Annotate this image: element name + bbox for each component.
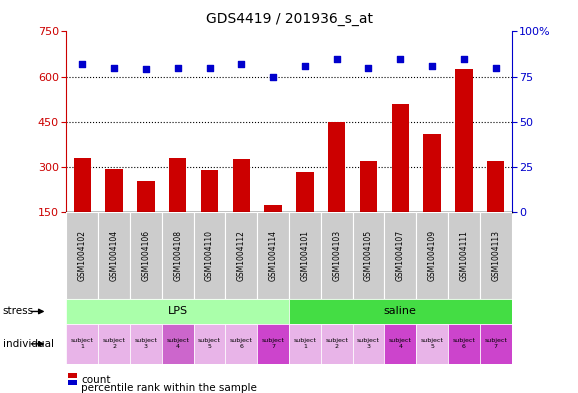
Bar xyxy=(162,212,194,299)
Bar xyxy=(353,324,384,364)
Text: GSM1004104: GSM1004104 xyxy=(110,230,118,281)
Bar xyxy=(353,212,384,299)
Text: GSM1004105: GSM1004105 xyxy=(364,230,373,281)
Text: GSM1004108: GSM1004108 xyxy=(173,230,182,281)
Bar xyxy=(66,324,98,364)
Text: GSM1004102: GSM1004102 xyxy=(78,230,87,281)
Bar xyxy=(416,324,448,364)
Bar xyxy=(73,158,91,212)
Bar xyxy=(391,104,409,212)
Bar xyxy=(487,161,505,212)
Bar xyxy=(194,324,225,364)
Bar xyxy=(448,324,480,364)
Bar xyxy=(137,180,155,212)
Text: percentile rank within the sample: percentile rank within the sample xyxy=(81,383,257,393)
Point xyxy=(110,64,119,71)
Text: GSM1004113: GSM1004113 xyxy=(491,230,500,281)
Text: subject
3: subject 3 xyxy=(357,338,380,349)
Text: subject
1: subject 1 xyxy=(294,338,316,349)
Bar xyxy=(225,324,257,364)
Text: GSM1004110: GSM1004110 xyxy=(205,230,214,281)
Bar xyxy=(416,212,448,299)
Bar xyxy=(162,324,194,364)
Text: subject
1: subject 1 xyxy=(71,338,94,349)
Bar xyxy=(130,212,162,299)
Point xyxy=(460,55,469,62)
Bar xyxy=(423,134,441,212)
Bar xyxy=(66,212,98,299)
Bar xyxy=(289,324,321,364)
Bar xyxy=(264,205,282,212)
Point xyxy=(301,62,310,69)
Point xyxy=(428,62,437,69)
Text: GDS4419 / 201936_s_at: GDS4419 / 201936_s_at xyxy=(206,12,372,26)
Bar xyxy=(98,212,130,299)
Point xyxy=(332,55,341,62)
Point xyxy=(396,55,405,62)
Bar xyxy=(321,212,353,299)
Bar xyxy=(194,212,225,299)
Bar xyxy=(98,324,130,364)
Bar xyxy=(455,69,473,212)
Bar xyxy=(289,299,512,324)
Text: subject
6: subject 6 xyxy=(230,338,253,349)
Bar xyxy=(257,212,289,299)
Bar xyxy=(169,158,187,212)
Point xyxy=(173,64,183,71)
Text: GSM1004112: GSM1004112 xyxy=(237,230,246,281)
Bar xyxy=(448,212,480,299)
Bar xyxy=(105,169,123,212)
Bar xyxy=(201,170,218,212)
Point xyxy=(268,73,278,80)
Text: subject
6: subject 6 xyxy=(453,338,475,349)
Bar xyxy=(328,122,346,212)
Text: GSM1004111: GSM1004111 xyxy=(460,230,468,281)
Text: LPS: LPS xyxy=(168,307,188,316)
Text: subject
3: subject 3 xyxy=(135,338,157,349)
Text: subject
4: subject 4 xyxy=(389,338,412,349)
Point xyxy=(237,61,246,67)
Text: count: count xyxy=(81,375,110,385)
Bar xyxy=(232,160,250,212)
Bar xyxy=(480,212,512,299)
Bar xyxy=(66,299,289,324)
Point xyxy=(141,66,150,73)
Text: subject
2: subject 2 xyxy=(103,338,125,349)
Point xyxy=(491,64,501,71)
Text: GSM1004109: GSM1004109 xyxy=(428,230,436,281)
Point xyxy=(77,61,87,67)
Bar xyxy=(360,161,377,212)
Text: GSM1004101: GSM1004101 xyxy=(301,230,309,281)
Bar xyxy=(130,324,162,364)
Bar xyxy=(289,212,321,299)
Bar xyxy=(296,171,314,212)
Point xyxy=(205,64,214,71)
Text: subject
7: subject 7 xyxy=(484,338,507,349)
Text: subject
2: subject 2 xyxy=(325,338,348,349)
Text: saline: saline xyxy=(384,307,417,316)
Bar xyxy=(384,212,416,299)
Text: subject
5: subject 5 xyxy=(421,338,443,349)
Text: GSM1004114: GSM1004114 xyxy=(269,230,277,281)
Bar xyxy=(225,212,257,299)
Bar xyxy=(384,324,416,364)
Text: GSM1004103: GSM1004103 xyxy=(332,230,341,281)
Text: individual: individual xyxy=(3,339,54,349)
Point xyxy=(364,64,373,71)
Text: subject
7: subject 7 xyxy=(262,338,284,349)
Text: GSM1004107: GSM1004107 xyxy=(396,230,405,281)
Text: GSM1004106: GSM1004106 xyxy=(142,230,150,281)
Text: stress: stress xyxy=(3,307,34,316)
Bar xyxy=(480,324,512,364)
Bar xyxy=(257,324,289,364)
Text: subject
4: subject 4 xyxy=(166,338,189,349)
Text: subject
5: subject 5 xyxy=(198,338,221,349)
Bar xyxy=(321,324,353,364)
